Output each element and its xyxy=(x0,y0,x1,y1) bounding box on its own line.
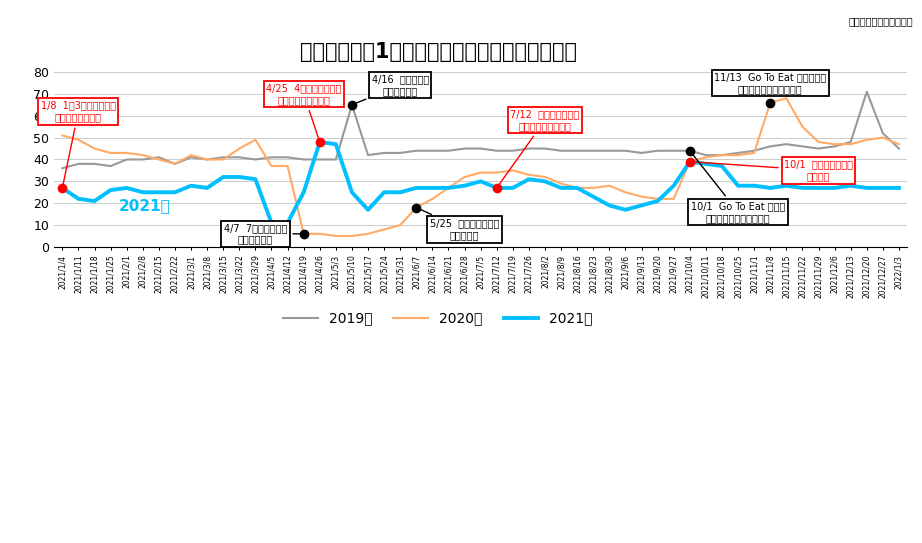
Text: 11/13  Go To Eat キャンペー
ンポイント付与終了予告: 11/13 Go To Eat キャンペー ンポイント付与終了予告 xyxy=(715,72,826,100)
Text: 出典：株式会社エピソル: 出典：株式会社エピソル xyxy=(848,16,913,26)
Title: 全国における1店舗あたりの平均予約件数の推移: 全国における1店舗あたりの平均予約件数の推移 xyxy=(300,42,576,62)
Text: 4/7  7都府県に緊急
事態宣言発令: 4/7 7都府県に緊急 事態宣言発令 xyxy=(224,223,301,244)
Text: 5/25  全国で緊急事態
宣言が解除: 5/25 全国で緊急事態 宣言が解除 xyxy=(419,209,499,240)
Legend: 2019年, 2020年, 2021年: 2019年, 2020年, 2021年 xyxy=(278,306,598,331)
Text: 7/12  東京都に四度目
の緊急事態宣言発令: 7/12 東京都に四度目 の緊急事態宣言発令 xyxy=(499,109,580,186)
Text: 10/1  全国で緊急事態
宣言解除: 10/1 全国で緊急事態 宣言解除 xyxy=(692,160,853,181)
Text: 1/8  1都3県に二度目の
緊急事態宣言発令: 1/8 1都3県に二度目の 緊急事態宣言発令 xyxy=(41,100,116,185)
Text: 4/25  4都府県に三度目
の緊急事態宣言発令: 4/25 4都府県に三度目 の緊急事態宣言発令 xyxy=(266,83,341,140)
Text: 10/1  Go To Eat キャン
ペーンが全国で順次開始: 10/1 Go To Eat キャン ペーンが全国で順次開始 xyxy=(691,153,786,223)
Text: 2021年: 2021年 xyxy=(119,198,171,213)
Text: 4/16  全国に緊急
事態宣言発令: 4/16 全国に緊急 事態宣言発令 xyxy=(355,74,429,104)
